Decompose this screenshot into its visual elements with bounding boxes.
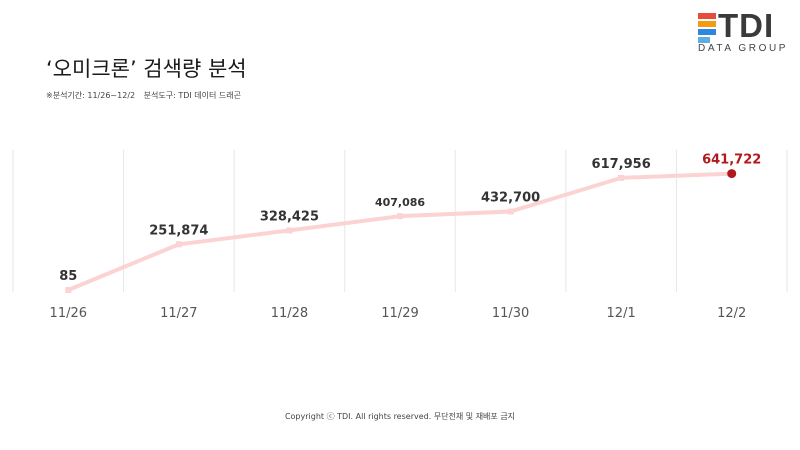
logo-bar <box>698 29 716 35</box>
analysis-tool: 분석도구: TDI 데이터 드래곤 <box>143 91 241 100</box>
data-point-highlight <box>727 169 737 179</box>
x-tick-label: 11/28 <box>271 306 308 321</box>
logo-bar <box>698 21 716 27</box>
data-label: 251,874 <box>149 223 208 238</box>
logo-word: TDI <box>718 7 775 44</box>
data-point <box>65 286 72 293</box>
data-label: 328,425 <box>260 209 319 224</box>
data-point <box>507 208 514 215</box>
logo-subtitle: DATA GROUP <box>698 43 789 54</box>
analysis-info: ※분석기간: 11/26~12/2 분석도구: TDI 데이터 드래곤 <box>46 90 241 101</box>
data-label: 617,956 <box>592 157 651 172</box>
x-tick-label: 11/26 <box>50 306 87 321</box>
logo-bar <box>698 37 710 43</box>
x-tick-label: 11/27 <box>160 306 197 321</box>
x-tick-label: 12/1 <box>607 306 636 321</box>
x-tick-label: 11/29 <box>381 306 418 321</box>
data-point <box>286 227 293 234</box>
page-title: ‘오미크론’ 검색량 분석 <box>46 57 247 81</box>
x-tick-label: 11/30 <box>492 306 529 321</box>
logo-bars-icon <box>698 13 716 45</box>
data-point <box>175 241 182 248</box>
data-label: 432,700 <box>481 190 540 205</box>
data-point <box>618 174 625 181</box>
x-tick-label: 12/2 <box>717 306 746 321</box>
logo-bar <box>698 13 716 19</box>
data-point <box>397 213 403 220</box>
data-label: 85 <box>59 269 77 284</box>
tdi-logo: TDI DATA GROUP <box>698 7 790 55</box>
data-label: 407,086 <box>375 196 425 209</box>
copyright-footer: Copyright ⓒ TDI. All rights reserved. 무단… <box>284 412 516 421</box>
data-label: 641,722 <box>702 153 761 168</box>
analysis-period: ※분석기간: 11/26~12/2 <box>46 91 136 100</box>
